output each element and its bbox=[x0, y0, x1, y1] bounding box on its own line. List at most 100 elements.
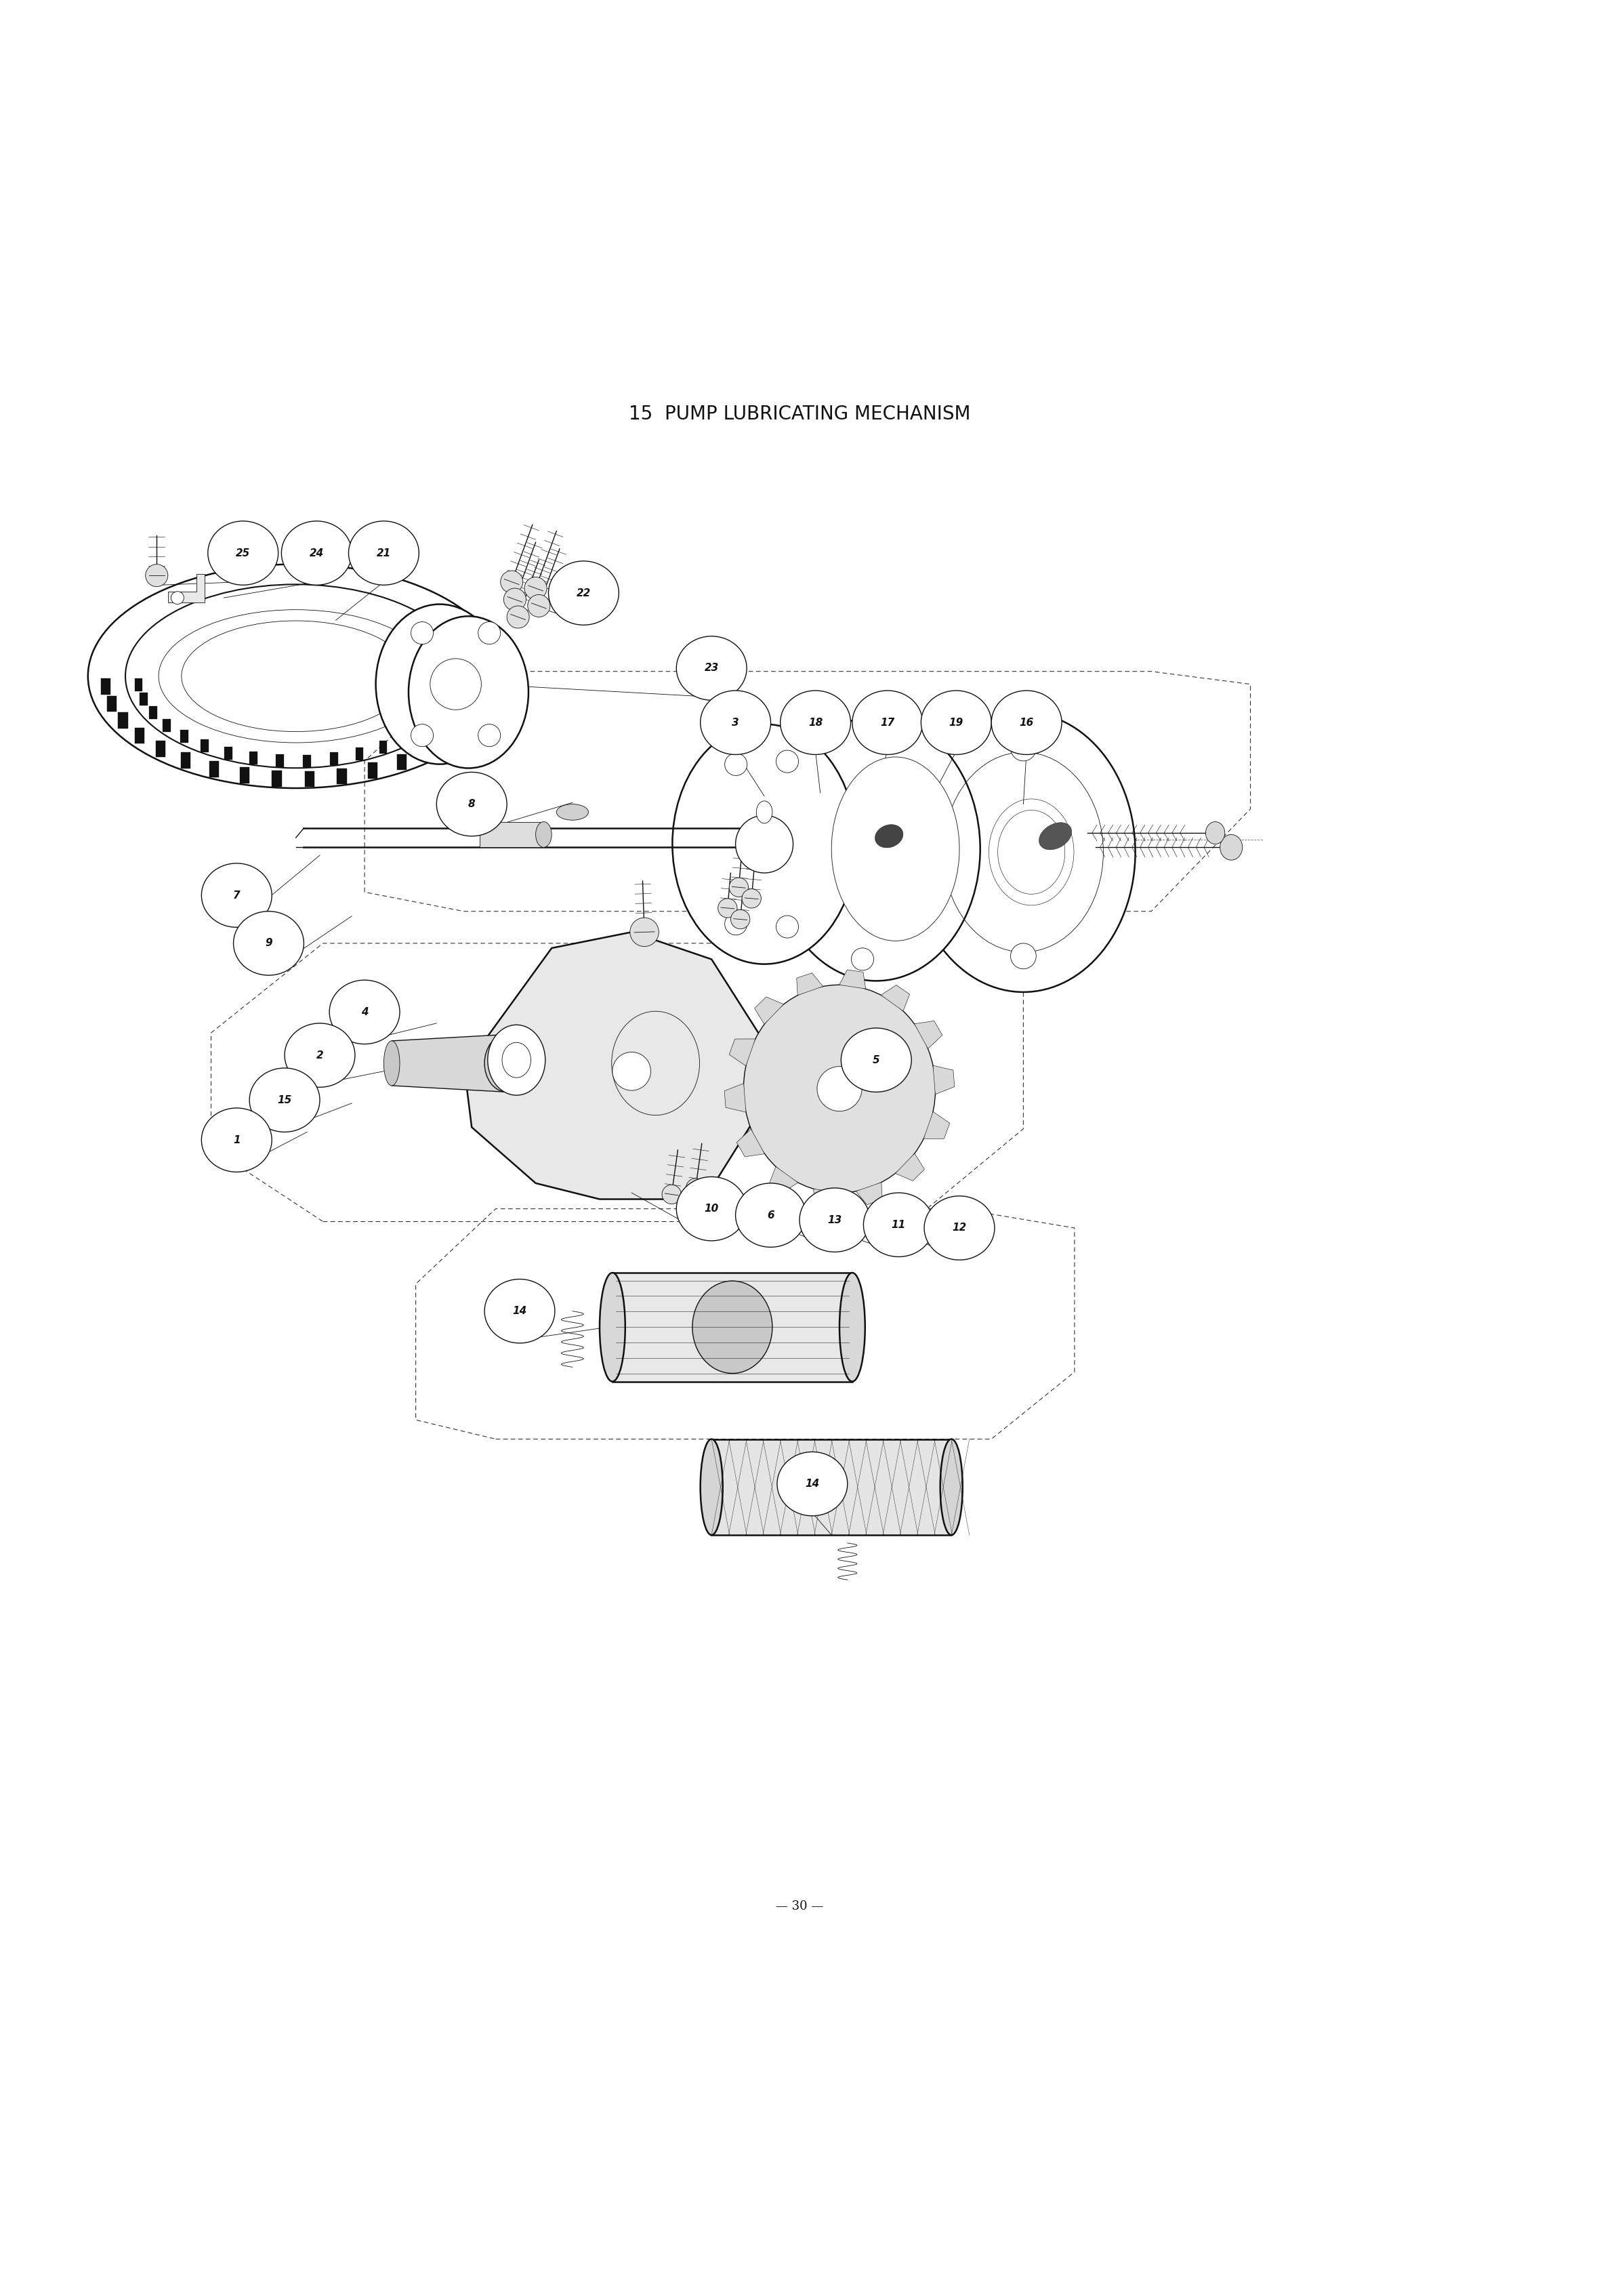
FancyBboxPatch shape bbox=[419, 721, 427, 735]
Text: 14: 14 bbox=[512, 1306, 528, 1316]
Text: 17: 17 bbox=[879, 716, 895, 728]
Text: 12: 12 bbox=[951, 1224, 967, 1233]
Ellipse shape bbox=[285, 1024, 355, 1088]
FancyBboxPatch shape bbox=[473, 698, 483, 714]
Text: 3: 3 bbox=[732, 716, 739, 728]
Ellipse shape bbox=[281, 521, 352, 585]
Circle shape bbox=[478, 723, 500, 746]
Polygon shape bbox=[769, 1166, 798, 1192]
Ellipse shape bbox=[756, 801, 772, 824]
Circle shape bbox=[724, 753, 747, 776]
Text: 4: 4 bbox=[361, 1008, 368, 1017]
Ellipse shape bbox=[437, 771, 507, 836]
Ellipse shape bbox=[201, 863, 272, 928]
Ellipse shape bbox=[201, 1109, 272, 1171]
Ellipse shape bbox=[329, 980, 400, 1045]
Ellipse shape bbox=[875, 824, 903, 847]
FancyBboxPatch shape bbox=[224, 746, 232, 760]
Ellipse shape bbox=[233, 912, 304, 976]
Text: 2: 2 bbox=[317, 1049, 323, 1061]
Ellipse shape bbox=[924, 1196, 995, 1261]
Polygon shape bbox=[464, 932, 768, 1199]
FancyBboxPatch shape bbox=[139, 693, 147, 705]
Polygon shape bbox=[855, 1182, 883, 1205]
Circle shape bbox=[776, 916, 798, 939]
Polygon shape bbox=[881, 985, 910, 1010]
Text: 8: 8 bbox=[469, 799, 475, 808]
Circle shape bbox=[630, 918, 659, 946]
Ellipse shape bbox=[841, 1029, 911, 1093]
FancyBboxPatch shape bbox=[448, 680, 456, 693]
FancyBboxPatch shape bbox=[454, 613, 464, 629]
Ellipse shape bbox=[208, 521, 278, 585]
Circle shape bbox=[1011, 944, 1036, 969]
Polygon shape bbox=[796, 974, 823, 994]
Circle shape bbox=[430, 659, 481, 709]
Circle shape bbox=[504, 588, 526, 611]
Circle shape bbox=[662, 1185, 681, 1203]
Text: 6: 6 bbox=[768, 1210, 774, 1219]
Circle shape bbox=[742, 889, 761, 909]
Text: 9: 9 bbox=[265, 939, 272, 948]
FancyBboxPatch shape bbox=[201, 739, 209, 753]
Ellipse shape bbox=[831, 758, 959, 941]
Ellipse shape bbox=[692, 1281, 772, 1373]
Text: 18: 18 bbox=[807, 716, 823, 728]
Ellipse shape bbox=[672, 723, 857, 964]
FancyBboxPatch shape bbox=[240, 767, 249, 783]
Ellipse shape bbox=[408, 615, 528, 769]
Circle shape bbox=[411, 622, 433, 645]
Ellipse shape bbox=[780, 691, 851, 755]
Circle shape bbox=[776, 751, 798, 774]
Ellipse shape bbox=[676, 1178, 747, 1240]
FancyBboxPatch shape bbox=[249, 751, 257, 765]
Ellipse shape bbox=[484, 1035, 529, 1093]
Circle shape bbox=[817, 1065, 862, 1111]
Polygon shape bbox=[392, 1035, 507, 1093]
Ellipse shape bbox=[484, 1279, 555, 1343]
Ellipse shape bbox=[1206, 822, 1225, 845]
FancyBboxPatch shape bbox=[445, 730, 454, 746]
Ellipse shape bbox=[376, 604, 504, 765]
Ellipse shape bbox=[921, 691, 991, 755]
Polygon shape bbox=[712, 1440, 951, 1536]
FancyBboxPatch shape bbox=[481, 682, 491, 698]
Circle shape bbox=[731, 909, 750, 930]
FancyBboxPatch shape bbox=[181, 753, 190, 769]
FancyBboxPatch shape bbox=[337, 769, 347, 785]
FancyBboxPatch shape bbox=[446, 652, 454, 664]
Circle shape bbox=[612, 1052, 651, 1091]
Ellipse shape bbox=[502, 1042, 531, 1077]
Circle shape bbox=[879, 728, 902, 751]
Ellipse shape bbox=[839, 1272, 865, 1382]
Text: 23: 23 bbox=[704, 664, 720, 673]
Ellipse shape bbox=[249, 1068, 320, 1132]
Circle shape bbox=[528, 595, 550, 618]
FancyBboxPatch shape bbox=[481, 664, 491, 680]
FancyBboxPatch shape bbox=[155, 742, 165, 758]
FancyBboxPatch shape bbox=[478, 645, 488, 661]
Polygon shape bbox=[915, 1022, 942, 1049]
Polygon shape bbox=[729, 1038, 755, 1065]
Circle shape bbox=[686, 1178, 705, 1199]
Text: 24: 24 bbox=[309, 549, 325, 558]
Ellipse shape bbox=[863, 1194, 934, 1256]
FancyBboxPatch shape bbox=[438, 638, 446, 650]
Ellipse shape bbox=[600, 1272, 625, 1382]
FancyBboxPatch shape bbox=[305, 771, 315, 788]
Ellipse shape bbox=[676, 636, 747, 700]
FancyBboxPatch shape bbox=[449, 666, 457, 680]
Polygon shape bbox=[924, 1111, 950, 1139]
Text: 1: 1 bbox=[233, 1134, 240, 1146]
Ellipse shape bbox=[1220, 833, 1242, 861]
Ellipse shape bbox=[736, 1182, 806, 1247]
FancyBboxPatch shape bbox=[469, 629, 478, 645]
Ellipse shape bbox=[991, 691, 1062, 755]
Polygon shape bbox=[839, 969, 865, 990]
FancyBboxPatch shape bbox=[425, 625, 433, 638]
Polygon shape bbox=[737, 1130, 764, 1157]
FancyBboxPatch shape bbox=[272, 771, 281, 788]
Ellipse shape bbox=[700, 691, 771, 755]
Text: 11: 11 bbox=[891, 1219, 907, 1231]
Ellipse shape bbox=[700, 1440, 723, 1536]
